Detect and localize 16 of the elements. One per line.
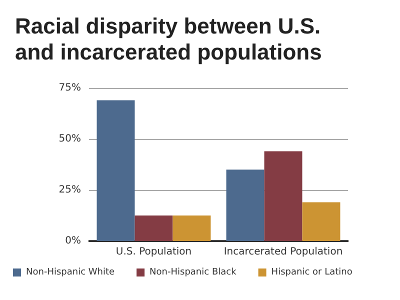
x-tick-label: U.S. Population [116,246,192,258]
legend-label: Non-Hispanic White [26,268,116,278]
y-tick-label: 50% [58,134,81,144]
legend-label: Non-Hispanic Black [150,268,238,278]
chart-title: Racial disparity between U.S. and incarcerated populations [15,14,322,64]
bar [172,216,211,241]
y-tick-label: 0% [65,236,81,246]
bar [264,151,302,241]
x-tick-label: Incarcerated Population [224,246,343,258]
bar [302,202,340,241]
y-tick-label: 75% [58,82,81,94]
bar [226,170,264,241]
bar [134,216,173,241]
bar [96,100,135,241]
legend-label: Hispanic or Latino [271,268,353,278]
y-tick-label: 25% [58,184,81,196]
